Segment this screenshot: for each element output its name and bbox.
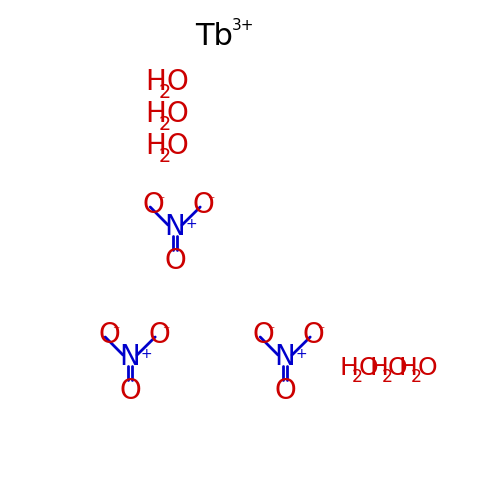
Text: H: H [398, 356, 417, 380]
Text: O: O [98, 321, 120, 349]
Text: 2: 2 [410, 368, 422, 386]
Text: ⁻: ⁻ [162, 324, 170, 338]
Text: N: N [274, 343, 295, 371]
Text: +: + [296, 347, 307, 361]
Text: N: N [164, 213, 186, 241]
Text: O: O [148, 321, 170, 349]
Text: 2: 2 [158, 146, 171, 166]
Text: ⁻: ⁻ [318, 324, 325, 338]
Text: ⁻: ⁻ [158, 194, 165, 208]
Text: O: O [359, 356, 378, 380]
Text: 2: 2 [158, 114, 171, 134]
Text: H: H [145, 68, 166, 96]
Text: H: H [145, 132, 166, 160]
Text: O: O [417, 356, 437, 380]
Text: O: O [274, 377, 296, 405]
Text: O: O [253, 321, 275, 349]
Text: 3+: 3+ [232, 18, 254, 33]
Text: ⁻: ⁻ [112, 324, 120, 338]
Text: +: + [186, 217, 197, 231]
Text: 2: 2 [352, 368, 364, 386]
Text: O: O [143, 191, 165, 219]
Text: 2: 2 [158, 82, 171, 102]
Text: H: H [340, 356, 359, 380]
Text: +: + [140, 347, 152, 361]
Text: Tb: Tb [195, 22, 233, 51]
Text: O: O [166, 68, 188, 96]
Text: N: N [120, 343, 141, 371]
Text: O: O [303, 321, 325, 349]
Text: ⁻: ⁻ [208, 194, 215, 208]
Text: O: O [119, 377, 141, 405]
Text: O: O [193, 191, 215, 219]
Text: H: H [145, 100, 166, 128]
Text: O: O [388, 356, 407, 380]
Text: O: O [166, 132, 188, 160]
Text: 2: 2 [382, 368, 392, 386]
Text: ⁻: ⁻ [268, 324, 275, 338]
Text: O: O [166, 100, 188, 128]
Text: H: H [369, 356, 388, 380]
Text: O: O [164, 247, 186, 275]
